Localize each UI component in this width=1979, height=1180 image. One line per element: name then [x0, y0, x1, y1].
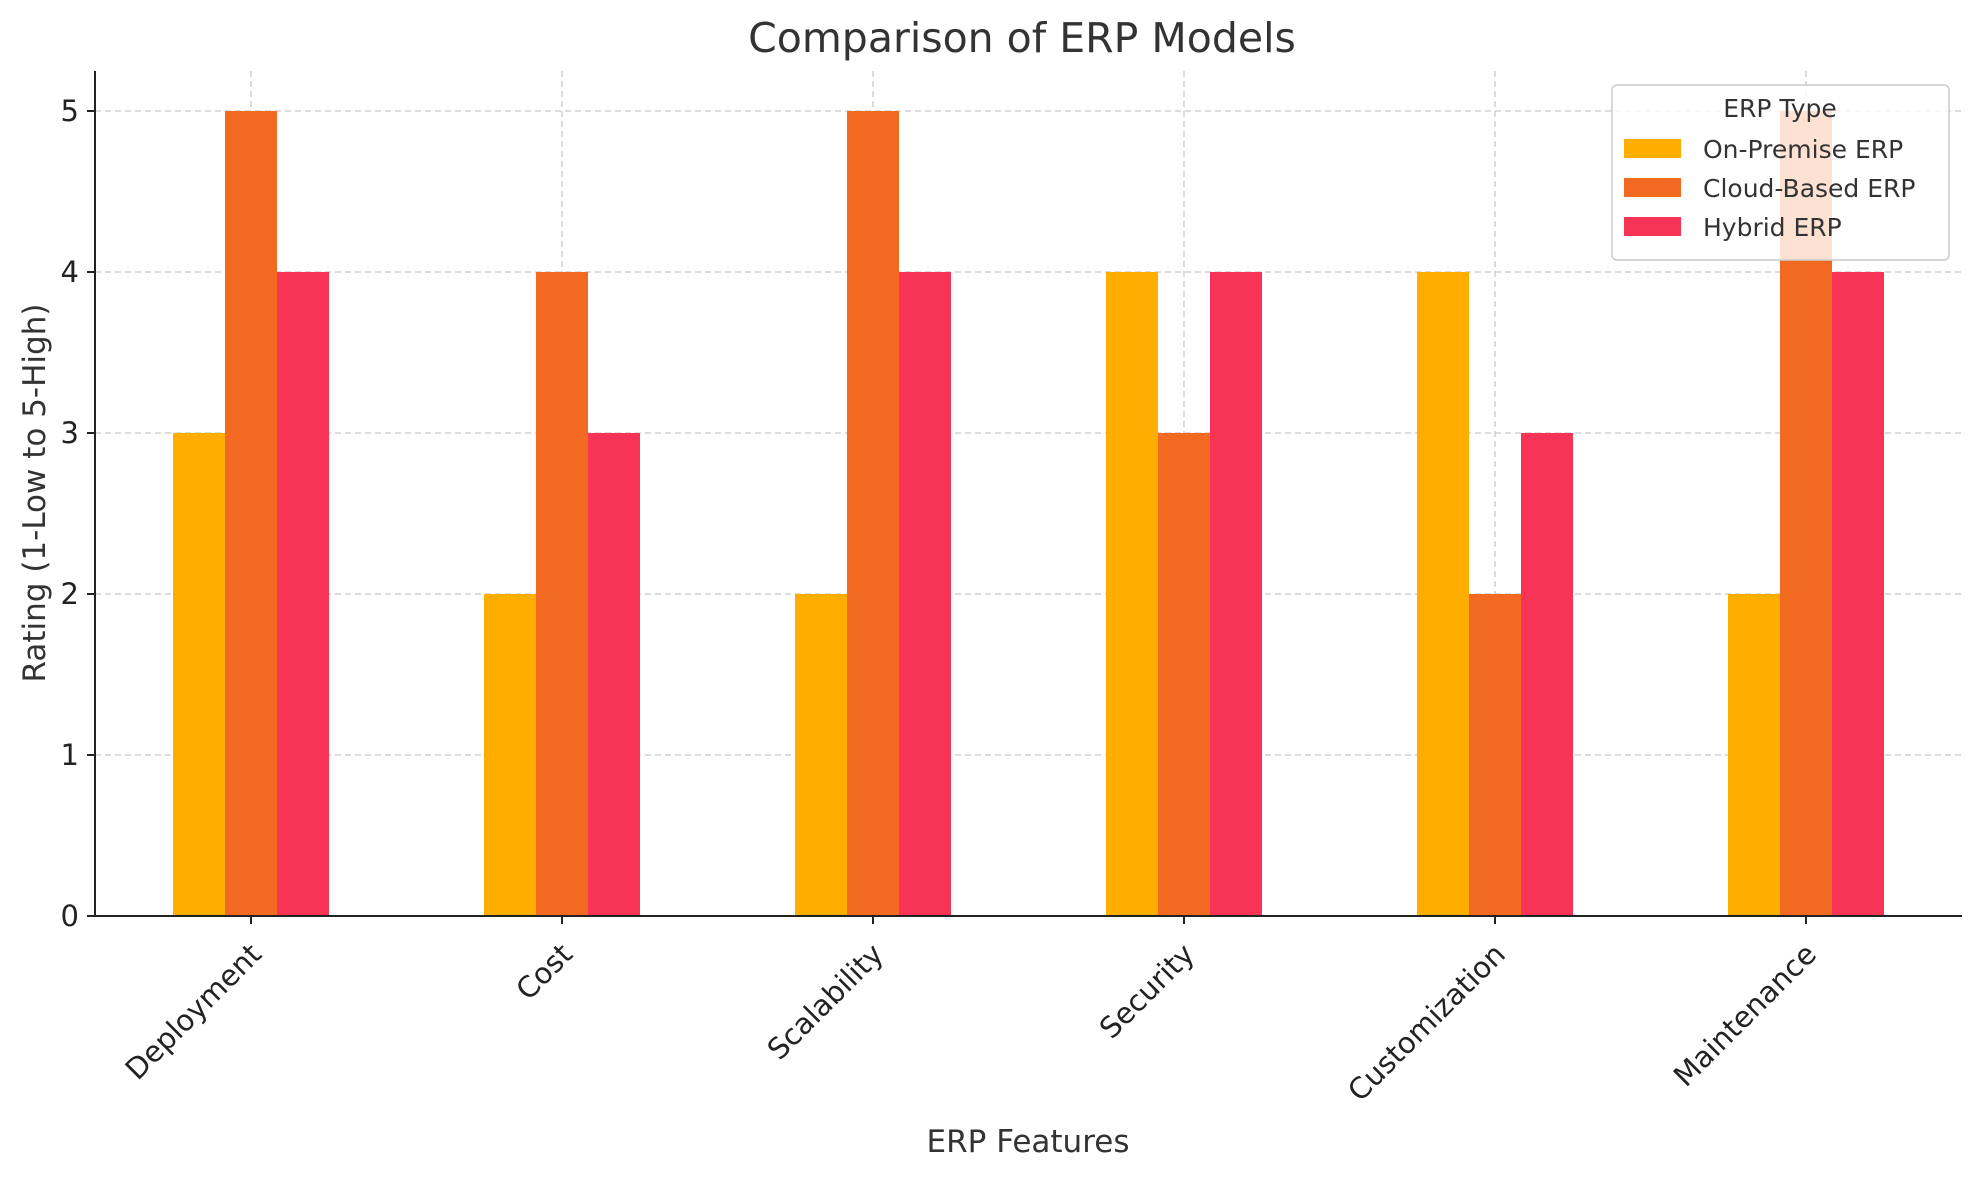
- x-tick-label: Scalability: [760, 937, 889, 1066]
- bar-on-premise-erp-security: [1106, 272, 1158, 916]
- bar-cloud-based-erp-deployment: [225, 111, 277, 916]
- legend: ERP Type On-Premise ERP Cloud-Based ERP Hy…: [1611, 84, 1950, 261]
- chart-title: Comparison of ERP Models: [748, 14, 1296, 62]
- legend-swatch: [1624, 139, 1681, 158]
- bar-hybrid-erp-customization: [1521, 433, 1573, 916]
- bar-on-premise-erp-customization: [1417, 272, 1469, 916]
- bar-on-premise-erp-maintenance: [1728, 594, 1780, 916]
- bar-cloud-based-erp-security: [1158, 433, 1210, 916]
- y-tick-label: 1: [61, 738, 79, 772]
- y-tick-label: 4: [61, 255, 79, 289]
- bar-hybrid-erp-scalability: [899, 272, 951, 916]
- bar-on-premise-erp-cost: [484, 594, 536, 916]
- y-tick-label: 5: [61, 94, 79, 128]
- x-axis-label: ERP Features: [927, 1124, 1130, 1160]
- y-tick-label: 2: [61, 577, 79, 611]
- bar-hybrid-erp-maintenance: [1832, 272, 1884, 916]
- x-ticks: Deployment Cost Scalability Security Customi…: [118, 916, 1823, 1108]
- y-ticks: 0 1 2 3 4 5: [61, 94, 95, 933]
- legend-label: On-Premise ERP: [1703, 135, 1903, 164]
- y-tick-label: 3: [61, 416, 79, 450]
- x-tick-label: Maintenance: [1667, 937, 1823, 1093]
- bar-cloud-based-erp-scalability: [847, 111, 899, 916]
- bar-hybrid-erp-cost: [588, 433, 640, 916]
- x-tick-label: Customization: [1341, 937, 1512, 1108]
- legend-label: Cloud-Based ERP: [1703, 174, 1915, 203]
- bar-on-premise-erp-deployment: [173, 433, 225, 916]
- y-tick-label: 0: [61, 899, 79, 933]
- bar-hybrid-erp-deployment: [277, 272, 329, 916]
- legend-box: [1611, 84, 1950, 261]
- y-axis-label: Rating (1-Low to 5-High): [17, 304, 53, 683]
- bar-hybrid-erp-security: [1210, 272, 1262, 916]
- legend-swatch: [1624, 178, 1681, 197]
- legend-title: ERP Type: [1723, 94, 1837, 123]
- x-tick-label: Security: [1093, 937, 1201, 1045]
- legend-swatch: [1624, 217, 1681, 236]
- bar-cloud-based-erp-cost: [536, 272, 588, 916]
- x-tick-label: Deployment: [118, 937, 267, 1086]
- bar-on-premise-erp-scalability: [795, 594, 847, 916]
- bar-cloud-based-erp-customization: [1469, 594, 1521, 916]
- x-tick-label: Cost: [509, 937, 579, 1007]
- legend-label: Hybrid ERP: [1703, 213, 1842, 242]
- axes: [94, 71, 1962, 917]
